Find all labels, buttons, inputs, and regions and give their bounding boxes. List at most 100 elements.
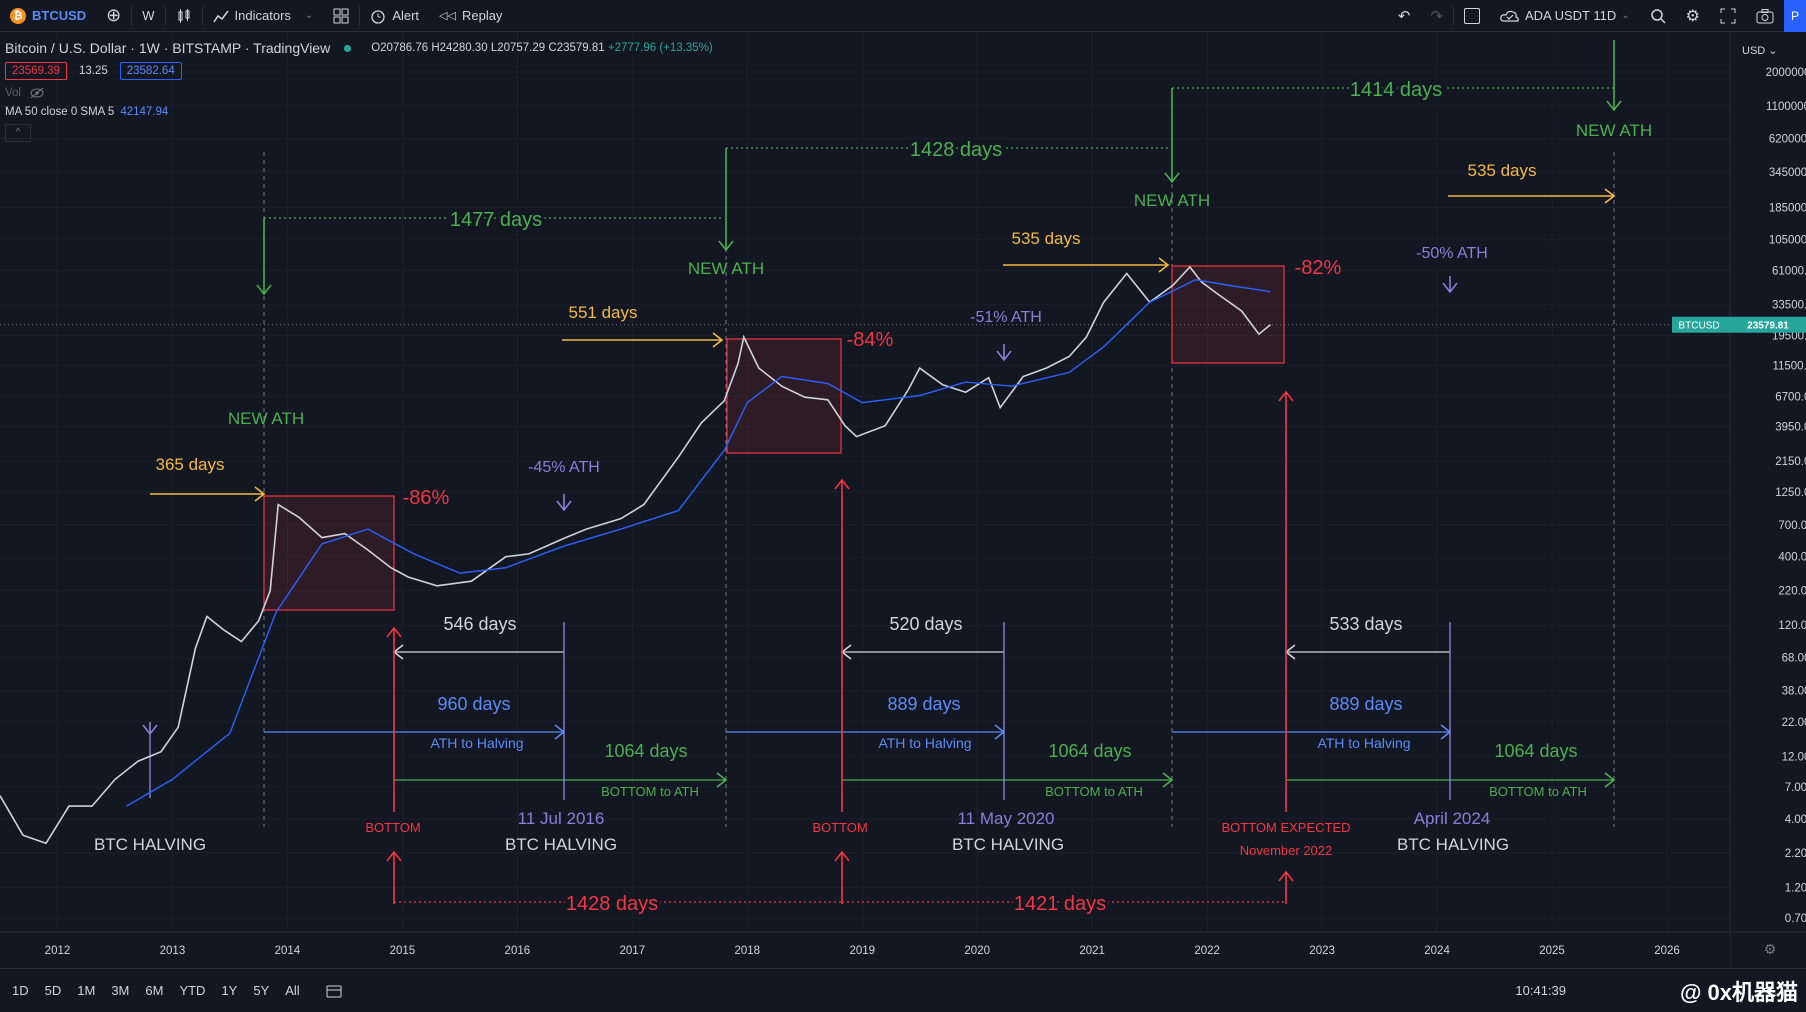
price-tick-label: 22.00 bbox=[1782, 717, 1806, 729]
indicators-button[interactable]: Indicators ⌄ bbox=[203, 0, 324, 32]
compare-symbol-button[interactable]: ⊕ bbox=[96, 0, 131, 32]
annotation-label: 1414 days bbox=[1350, 79, 1442, 101]
annotation-label: 535 days bbox=[1012, 229, 1081, 248]
price-tick-label: 345000.00 bbox=[1769, 167, 1806, 179]
arrow-head bbox=[142, 724, 158, 736]
buy-price[interactable]: 23582.64 bbox=[119, 62, 182, 80]
annotation-label: 365 days bbox=[156, 455, 225, 474]
axis-settings-icon: ⚙ bbox=[1764, 941, 1777, 957]
calendar-icon bbox=[326, 985, 342, 997]
redo-icon: ↷ bbox=[1430, 7, 1443, 25]
toolbar-divider bbox=[131, 5, 133, 26]
arrow-head bbox=[996, 350, 1012, 362]
settings-button[interactable]: ⚙ bbox=[1676, 0, 1710, 32]
rewind-icon: ◁◁ bbox=[439, 10, 456, 22]
search-button[interactable] bbox=[1640, 0, 1676, 32]
annotation-label: NEW ATH bbox=[688, 259, 764, 278]
price-tick-label: 1.20 bbox=[1785, 882, 1806, 894]
chart-grid bbox=[0, 32, 1730, 932]
time-tick-label: 2017 bbox=[620, 945, 646, 957]
drawdown-box bbox=[726, 338, 842, 454]
clock: 10:41:39 bbox=[1515, 983, 1566, 998]
time-tick-label: 2026 bbox=[1654, 945, 1680, 957]
annotation-label: BTC HALVING bbox=[94, 835, 206, 854]
range-button-3m[interactable]: 3M bbox=[111, 983, 130, 998]
top-toolbar: ₿ BTCUSD ⊕ W Indicators ⌄ Alert ◁◁ Repla… bbox=[0, 0, 1806, 32]
redo-button[interactable]: ↷ bbox=[1420, 0, 1453, 32]
eye-hidden-icon[interactable] bbox=[29, 87, 45, 99]
alert-button[interactable]: Alert bbox=[360, 0, 429, 32]
price-axis: USD ⌄ 2000000.00 1100000.00 620000.00 345000… bbox=[1672, 32, 1806, 968]
range-button-5y[interactable]: 5Y bbox=[253, 983, 270, 998]
layouts-button[interactable] bbox=[323, 0, 359, 32]
annotation-label: 1477 days bbox=[450, 209, 542, 231]
annotation-label: 1064 days bbox=[1494, 741, 1577, 761]
market-status-dot bbox=[344, 44, 352, 52]
interval-button[interactable]: W bbox=[142, 8, 155, 23]
annotation-label: NEW ATH bbox=[228, 409, 304, 428]
replay-button[interactable]: ◁◁ Replay bbox=[429, 0, 512, 32]
ma-indicator-legend[interactable]: MA 50 close 0 SMA 5 42147.94 bbox=[5, 106, 713, 118]
symbol-title: Bitcoin / U.S. Dollar · 1W · BITSTAMP · … bbox=[5, 40, 331, 56]
arrow-head bbox=[1604, 772, 1616, 788]
annotation-label: 533 days bbox=[1329, 614, 1402, 634]
symbol-label: BTCUSD bbox=[32, 8, 87, 23]
cloud-save-button[interactable]: ADA USDT 11D ⌄ bbox=[1490, 0, 1640, 32]
range-button-6m[interactable]: 6M bbox=[145, 983, 164, 998]
range-button-all[interactable]: All bbox=[285, 983, 300, 998]
low-value: L20757.29 bbox=[490, 42, 546, 54]
grid-icon bbox=[333, 8, 349, 23]
arrow-head bbox=[256, 284, 272, 296]
price-chart[interactable]: 1477 days 1428 days 1414 days NEW ATH NEW AT… bbox=[0, 32, 1806, 968]
time-tick-label: 2024 bbox=[1424, 945, 1450, 957]
annotation-label: -86% bbox=[403, 487, 450, 509]
chart-legend: Bitcoin / U.S. Dollar · 1W · BITSTAMP · … bbox=[5, 40, 713, 142]
annotation-label: BTC HALVING bbox=[505, 835, 617, 854]
range-button-1m[interactable]: 1M bbox=[77, 983, 96, 998]
snapshot-button[interactable] bbox=[1746, 0, 1784, 32]
annotation-label: 546 days bbox=[443, 614, 516, 634]
ma-label: MA 50 close 0 SMA 5 bbox=[5, 106, 115, 118]
annotation-label: 11 Jul 2016 bbox=[518, 809, 605, 828]
annotation-label: BTC HALVING bbox=[952, 835, 1064, 854]
range-button-5d[interactable]: 5D bbox=[44, 983, 62, 998]
annotation-label: 1421 days bbox=[1014, 893, 1106, 915]
indicators-icon bbox=[212, 10, 229, 22]
cloud-check-icon bbox=[1500, 10, 1519, 22]
price-tick-label: 11500.00 bbox=[1772, 361, 1806, 373]
sell-price[interactable]: 23569.39 bbox=[5, 62, 67, 80]
collapse-legend-button[interactable]: ^ bbox=[5, 124, 31, 142]
price-tick-label: 19500.00 bbox=[1772, 331, 1806, 343]
range-button-1d[interactable]: 1D bbox=[12, 983, 29, 998]
symbol-search-button[interactable]: ₿ BTCUSD bbox=[0, 7, 96, 24]
publish-button[interactable]: P bbox=[1784, 0, 1806, 32]
price-tick-label: 38.00 bbox=[1782, 686, 1806, 698]
current-price-value: 23579.81 bbox=[1747, 321, 1789, 332]
chart-type-button[interactable] bbox=[166, 0, 202, 32]
price-tick-label: 61000.00 bbox=[1772, 266, 1806, 278]
price-tick-label: 3950.00 bbox=[1775, 421, 1806, 433]
price-tick-label: 6700.00 bbox=[1775, 391, 1806, 403]
square-icon bbox=[1463, 7, 1480, 24]
toolbar-divider bbox=[359, 5, 361, 26]
annotation-label: ATH to Halving bbox=[878, 735, 971, 751]
fullscreen-frame-button[interactable] bbox=[1454, 0, 1490, 32]
high-value: H24280.30 bbox=[431, 42, 488, 54]
fullscreen-button[interactable] bbox=[1710, 0, 1746, 32]
annotation-label: BOTTOM to ATH bbox=[601, 784, 699, 799]
undo-button[interactable]: ↶ bbox=[1388, 0, 1421, 32]
annotation-label: ATH to Halving bbox=[1317, 735, 1410, 751]
toolbar-divider bbox=[164, 5, 166, 26]
price-tick-label: 185000.00 bbox=[1769, 202, 1806, 214]
goto-date-button[interactable] bbox=[316, 975, 352, 1007]
annotation-label: 520 days bbox=[889, 614, 962, 634]
annotation-label: 889 days bbox=[1329, 694, 1402, 714]
bottom-toolbar: 1D 5D 1M 3M 6M YTD 1Y 5Y All 10:41:39 @ 0x机器猫 bbox=[0, 968, 1806, 1012]
range-button-ytd[interactable]: YTD bbox=[179, 983, 206, 998]
volume-label: Vol bbox=[5, 87, 21, 99]
time-tick-label: 2016 bbox=[505, 945, 531, 957]
annotation-lines bbox=[142, 40, 1622, 904]
range-button-1y[interactable]: 1Y bbox=[221, 983, 238, 998]
range-buttons: 1D 5D 1M 3M 6M YTD 1Y 5Y All bbox=[4, 983, 308, 998]
alarm-clock-icon bbox=[371, 9, 385, 24]
